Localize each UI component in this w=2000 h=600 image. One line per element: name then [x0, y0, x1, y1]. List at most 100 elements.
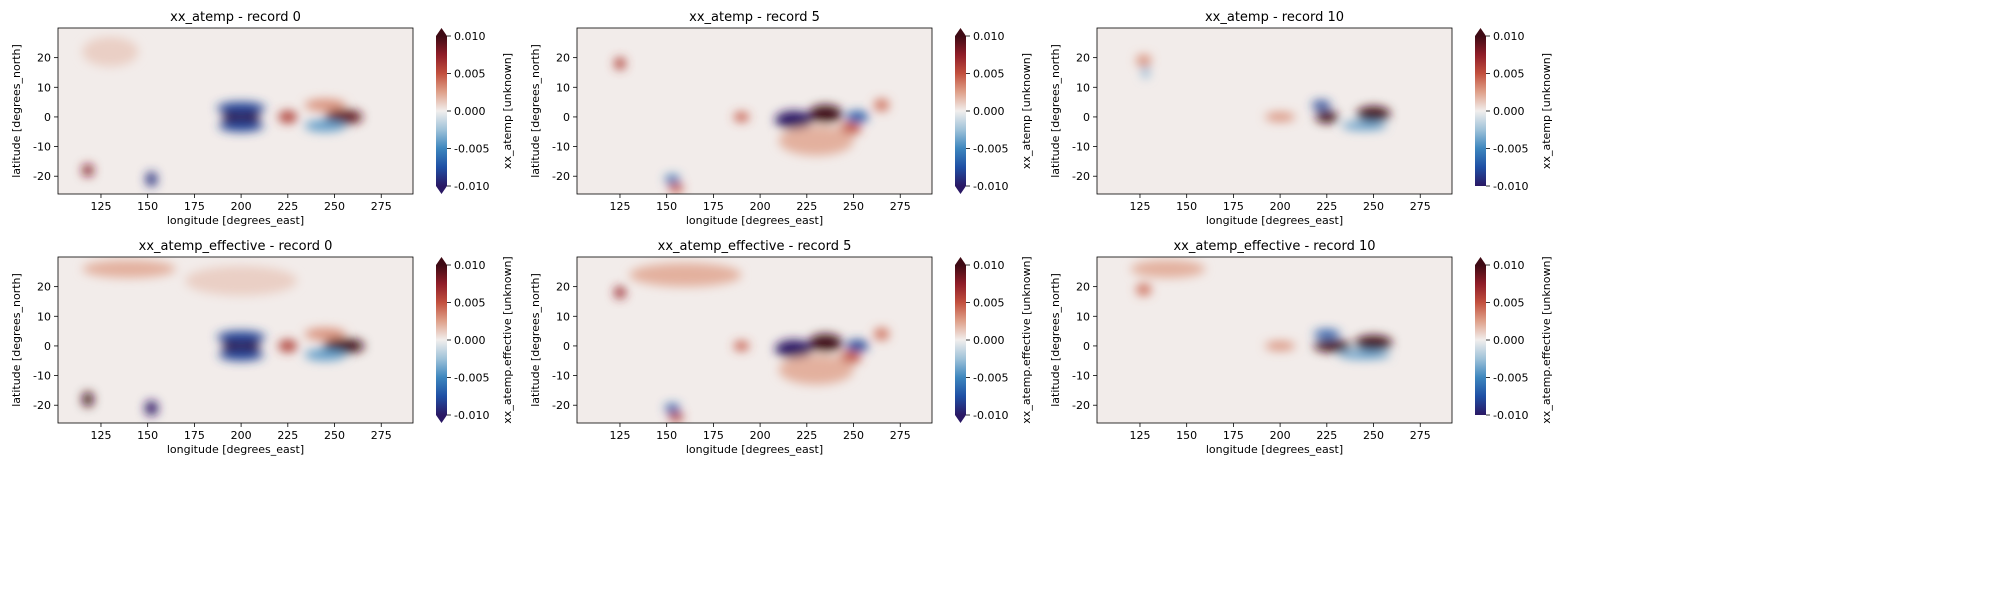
colorbar-tick-label: 0.005: [973, 68, 1005, 81]
heatmap-feature: [82, 259, 176, 278]
colorbar-label: xx_atemp [unknown]: [1540, 53, 1553, 169]
colorbar-tick-label: 0.010: [1493, 30, 1525, 43]
colorbar-tick-label: -0.005: [1493, 372, 1528, 385]
heatmap-feature: [1341, 121, 1387, 131]
y-tick-label: -10: [1072, 370, 1090, 383]
colorbar-extend-max: [1475, 257, 1486, 265]
x-tick-label: 275: [890, 200, 911, 213]
colorbar: -0.010 -0.005 0.000 0.005 0.010 xx_atemp.effe…: [1475, 256, 1553, 424]
panel-title: xx_atemp - record 5: [689, 10, 820, 25]
y-tick-label: 10: [1076, 81, 1090, 94]
heatmap-feature: [304, 99, 346, 111]
y-tick-label: -20: [33, 399, 51, 412]
y-tick-label: -10: [552, 370, 570, 383]
x-tick-label: 200: [750, 200, 771, 213]
panel-3: xx_atemp_effective - record 0 125 150 175 20…: [10, 239, 514, 456]
x-tick-label: 200: [231, 429, 252, 442]
panel-5: xx_atemp_effective - record 10 125 150 175 2…: [1049, 239, 1553, 456]
x-axis-label: longitude [degrees_east]: [1206, 214, 1343, 227]
heatmap-feature: [775, 340, 813, 358]
colorbar-tick-label: -0.005: [973, 143, 1008, 156]
x-tick-label: 150: [137, 200, 158, 213]
colorbar-label: xx_atemp [unknown]: [501, 53, 514, 169]
heatmap-feature: [144, 400, 158, 416]
y-tick-label: -10: [1072, 141, 1090, 154]
heatmap-feature: [614, 286, 626, 299]
panel-title: xx_atemp_effective - record 0: [139, 239, 333, 254]
heatmap-feature: [668, 183, 684, 193]
heatmap-feature: [733, 341, 749, 351]
heatmap-feature: [82, 164, 94, 177]
heatmap-feature: [278, 340, 298, 352]
x-tick-label: 125: [90, 200, 111, 213]
x-tick-label: 150: [656, 200, 677, 213]
colorbar-label: xx_atemp.effective [unknown]: [1020, 256, 1033, 423]
heatmap-background: [577, 257, 932, 423]
x-tick-label: 200: [231, 200, 252, 213]
colorbar-extend-max: [955, 257, 966, 265]
heatmap-feature: [1265, 112, 1296, 122]
colorbar: -0.010 -0.005 0.000 0.005 0.010 xx_atemp.effe…: [436, 256, 514, 424]
heatmap-feature: [668, 412, 684, 422]
y-tick-label: -10: [552, 141, 570, 154]
colorbar-label: xx_atemp [unknown]: [1020, 53, 1033, 169]
heatmap-feature: [1354, 335, 1393, 351]
y-tick-label: -20: [552, 399, 570, 412]
y-tick-label: -20: [552, 170, 570, 183]
heatmap-feature: [874, 99, 890, 111]
x-tick-label: 125: [1129, 429, 1150, 442]
colorbar: -0.010 -0.005 0.000 0.005 0.010 xx_atemp [unk…: [436, 28, 514, 194]
heatmap-feature: [1136, 283, 1152, 296]
x-tick-label: 275: [371, 200, 392, 213]
x-tick-label: 275: [890, 429, 911, 442]
colorbar-gradient: [955, 265, 966, 415]
y-tick-label: 0: [44, 340, 51, 353]
x-tick-label: 150: [1176, 429, 1197, 442]
x-tick-label: 200: [1270, 200, 1291, 213]
heatmap-feature: [1311, 100, 1331, 110]
heatmap-background: [1097, 257, 1452, 423]
colorbar-extend-min: [436, 415, 447, 423]
y-tick-label: 20: [37, 52, 51, 65]
x-tick-label: 225: [1316, 429, 1337, 442]
y-tick-label: 0: [563, 111, 570, 124]
heatmap-feature: [218, 348, 264, 361]
heatmap-feature: [664, 174, 680, 184]
plot-frame: [576, 256, 933, 424]
y-tick-label: 10: [556, 310, 570, 323]
y-tick-label: 0: [44, 111, 51, 124]
colorbar-tick-label: 0.010: [973, 30, 1005, 43]
x-tick-label: 175: [703, 200, 724, 213]
x-tick-label: 275: [1410, 429, 1431, 442]
colorbar: -0.010 -0.005 0.000 0.005 0.010 xx_atemp [unk…: [955, 28, 1033, 194]
heatmap-feature: [808, 334, 843, 352]
colorbar-extend-min: [436, 186, 447, 194]
heatmap-feature: [778, 354, 854, 385]
heatmap-feature: [874, 328, 890, 341]
x-tick-label: 250: [843, 200, 864, 213]
colorbar-tick-label: 0.000: [973, 105, 1005, 118]
x-tick-label: 225: [796, 429, 817, 442]
colorbar-tick-label: 0.010: [973, 259, 1005, 272]
colorbar-extend-min: [955, 186, 966, 194]
colorbar-tick-label: -0.005: [973, 372, 1008, 385]
y-axis-label: latitude [degrees_north]: [529, 273, 542, 407]
colorbar-tick-label: -0.010: [454, 409, 489, 422]
colorbar-extend-min: [955, 415, 966, 423]
heatmap-feature: [278, 111, 298, 123]
panel-title: xx_atemp_effective - record 5: [658, 239, 852, 254]
colorbar-tick-label: -0.010: [1493, 180, 1528, 193]
y-tick-label: 0: [1083, 111, 1090, 124]
heatmap-background: [1097, 28, 1452, 194]
y-tick-label: 10: [37, 310, 51, 323]
heatmap-feature: [778, 125, 854, 156]
y-axis-label: latitude [degrees_north]: [10, 273, 23, 407]
x-tick-label: 150: [137, 429, 158, 442]
plot-frame: [1096, 27, 1453, 195]
heatmap-feature: [145, 171, 158, 187]
colorbar-gradient: [436, 36, 447, 186]
x-tick-label: 250: [324, 200, 345, 213]
x-tick-label: 250: [843, 429, 864, 442]
